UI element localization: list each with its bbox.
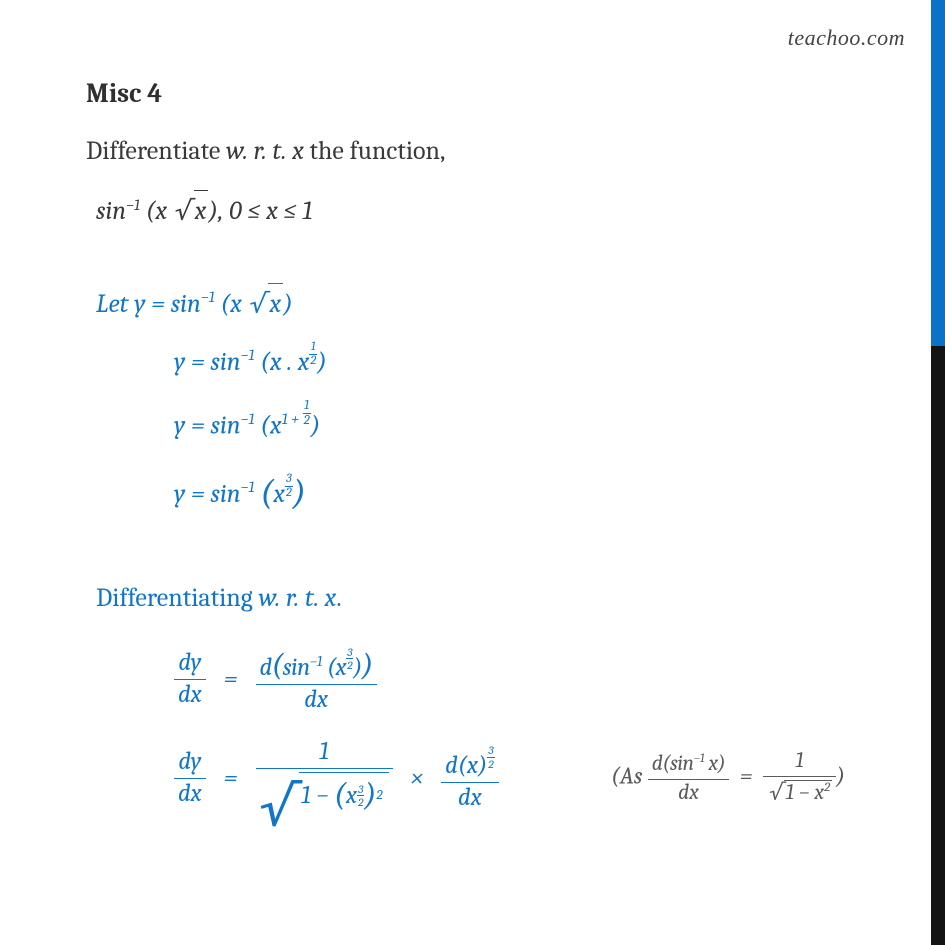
y2: y <box>174 347 185 377</box>
eq: = <box>151 289 165 319</box>
dydx2: dy dx <box>174 750 206 806</box>
strip-blue <box>931 0 945 346</box>
x2: x <box>230 289 242 319</box>
x4: x <box>298 347 310 377</box>
frac-rhs2a: 1 √ 1 − (x32)2 <box>256 740 393 815</box>
x6: x <box>273 479 285 509</box>
watermark: teachoo.com <box>788 25 905 51</box>
problem-title: Misc 4 <box>86 78 885 109</box>
dot: . <box>336 583 341 613</box>
content: Misc 4 Differentiate w. r. t. x the func… <box>0 0 945 854</box>
eq2: = <box>191 347 205 377</box>
side-strip <box>931 0 945 945</box>
sin3: sin <box>211 347 241 377</box>
threehalf: 32 <box>285 474 293 499</box>
radicand: x <box>194 190 209 231</box>
sin5: sin <box>211 479 241 509</box>
y: y <box>134 289 145 319</box>
let-line: Let y = sin−1 (x x) <box>96 282 885 324</box>
y3: y <box>174 411 185 441</box>
frac-rhs2b: d(x)32 dx <box>441 745 499 810</box>
neg1d: −1 <box>241 410 255 428</box>
neg1: −1 <box>126 196 140 214</box>
deriv-2: dy dx = 1 √ 1 − (x32)2 × d(x)3 <box>174 740 499 815</box>
x5: x <box>270 411 282 441</box>
step4: y = sin−1 (x32) <box>174 464 885 518</box>
eq5: = <box>224 659 238 699</box>
question-expr: sin−1 (x x), 0 ≤ x ≤ 1 <box>96 189 885 231</box>
radicand2: x <box>268 283 283 324</box>
dydx1: dy dx <box>174 651 206 707</box>
sin2: sin <box>171 289 201 319</box>
text-differentiate: Differentiate <box>86 136 226 166</box>
neg1e: −1 <box>241 478 255 496</box>
as: As <box>620 762 648 790</box>
wrt: w. r. t. x <box>226 136 304 166</box>
sqrt-den: √ 1 − (x32)2 <box>260 772 389 815</box>
deriv-1: dy dx = d(sin−1 (x32)) dx <box>174 647 885 713</box>
neg1b: −1 <box>201 288 215 306</box>
wrt2: w. r. t. x <box>258 583 336 613</box>
y4: y <box>174 479 185 509</box>
step2: y = sin−1 (x . x12) <box>174 342 885 382</box>
aside-formula: (As d(sin−1 x) dx = 1 1 − x2 ) <box>611 751 845 805</box>
sin4: sin <box>211 411 241 441</box>
x3: x <box>270 347 282 377</box>
deriv-2-row: dy dx = 1 √ 1 − (x32)2 × d(x)3 <box>174 740 885 815</box>
sqrt-x2: x <box>248 282 284 324</box>
differentiating-line: Differentiating w. r. t. x. <box>96 578 885 618</box>
eq4: = <box>191 479 205 509</box>
diff-word: Differentiating <box>96 583 258 613</box>
text-the-function: the function, <box>304 136 446 166</box>
neg1c: −1 <box>241 346 255 364</box>
strip-black <box>931 346 945 945</box>
question-line1: Differentiate w. r. t. x the function, <box>86 131 885 171</box>
x: x <box>155 196 167 226</box>
half: 12 <box>309 342 317 367</box>
step3: y = sin−1 (x1 + 12) <box>174 400 885 446</box>
times: × <box>411 758 424 798</box>
eq6: = <box>224 758 238 798</box>
sqrt-x: x <box>173 189 209 231</box>
frac-rhs1: d(sin−1 (x32)) dx <box>256 647 377 713</box>
range: , 0 ≤ x ≤ 1 <box>218 196 312 226</box>
let: Let <box>96 289 134 319</box>
exp-1plus: 1 + 12 <box>282 410 311 428</box>
eq3: = <box>191 411 205 441</box>
sin-label: sin <box>96 196 126 226</box>
